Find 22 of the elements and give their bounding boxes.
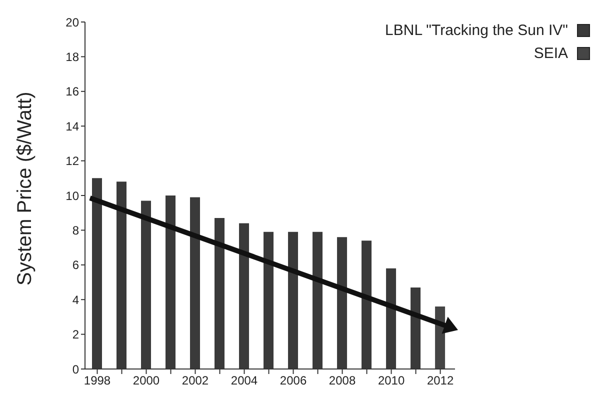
y-tick-label: 20 <box>66 15 80 30</box>
y-tick-label: 10 <box>66 188 80 203</box>
x-tick-label: 2004 <box>230 374 258 388</box>
y-axis-title: System Price ($/Watt) <box>14 92 36 286</box>
y-tick-label: 16 <box>66 84 80 99</box>
x-tick-label: 2000 <box>132 374 160 388</box>
legend-label: SEIA <box>534 45 568 62</box>
x-tick-label: 2006 <box>280 374 307 388</box>
y-tick-label: 2 <box>72 328 80 342</box>
x-tick-label: 2008 <box>328 374 356 388</box>
y-tick-label: 0 <box>72 362 80 376</box>
legend-label: LBNL "Tracking the Sun IV" <box>385 22 568 39</box>
y-tick-label: 14 <box>66 119 80 134</box>
y-tick-label: 6 <box>72 258 80 272</box>
x-tick-label: 2010 <box>378 374 405 388</box>
y-tick-label: 18 <box>66 50 80 64</box>
x-tick-label: 2002 <box>182 374 209 388</box>
y-tick-label: 8 <box>72 223 80 238</box>
x-tick-label: 2012 <box>426 374 454 388</box>
x-tick-label: 1998 <box>84 374 111 388</box>
y-tick-label: 12 <box>66 154 80 168</box>
y-tick-label: 4 <box>72 292 80 307</box>
